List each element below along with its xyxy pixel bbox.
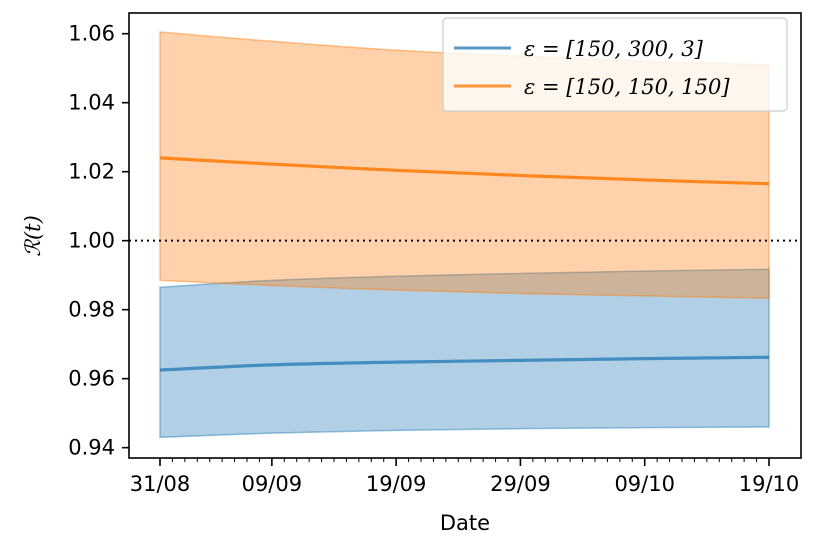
- x-tick-label-09/10: 09/10: [614, 472, 675, 496]
- x-axis-label: Date: [440, 511, 490, 535]
- confidence-band-series-1: [159, 268, 770, 439]
- y-tick-label-0.96: 0.96: [68, 367, 115, 391]
- mean-line-series-1: [159, 355, 770, 372]
- y-tick-label-1.00: 1.00: [68, 229, 115, 253]
- legend: ε = [150, 300, 3] ε = [150, 150, 150]: [442, 17, 788, 112]
- x-tick-label-19/10: 19/10: [739, 472, 800, 496]
- legend-frame: [442, 17, 788, 112]
- legend-label-series-1: ε = [150, 300, 3]: [524, 37, 704, 61]
- y-axis-label: ℛ(t): [21, 215, 45, 257]
- y-tick-label-1.04: 1.04: [68, 91, 115, 115]
- y-axis: 0.94 0.96 0.98 1.00 1.02 1.04 1.06: [68, 22, 129, 460]
- y-tick-label-0.94: 0.94: [68, 436, 115, 460]
- y-tick-label-1.06: 1.06: [68, 22, 115, 46]
- x-tick-label-29/09: 29/09: [490, 472, 551, 496]
- x-axis: 31/08 09/09 19/09 29/09 09/10 19/10: [130, 458, 800, 496]
- y-tick-label-0.98: 0.98: [68, 298, 115, 322]
- mean-line-series-2: [159, 156, 770, 186]
- x-tick-label-31/08: 31/08: [130, 472, 191, 496]
- plot-frame: [128, 12, 802, 459]
- mean-lines: [159, 156, 770, 372]
- x-tick-label-19/09: 19/09: [366, 472, 427, 496]
- y-tick-label-1.02: 1.02: [68, 160, 115, 184]
- legend-label-series-2: ε = [150, 150, 150]: [524, 75, 730, 99]
- x-tick-label-09/09: 09/09: [242, 472, 303, 496]
